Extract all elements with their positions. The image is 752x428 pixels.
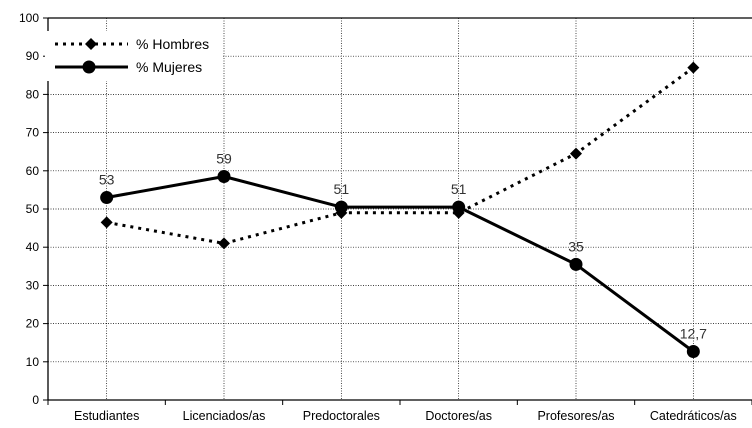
- y-tick-label: 20: [26, 317, 40, 331]
- y-tick-label: 10: [26, 355, 40, 369]
- series-1-point: [100, 191, 114, 205]
- series-0-point: [687, 61, 700, 74]
- axes: [43, 17, 752, 405]
- series-0-point: [218, 237, 230, 250]
- legend-box: [45, 31, 223, 81]
- data-labels: 53 59 51 51 35 12,7: [99, 151, 707, 342]
- legend-marker-mujeres: [82, 60, 96, 74]
- data-label: 12,7: [680, 325, 707, 341]
- x-axis-tick-labels: Estudiantes Licenciados/as Predoctorales Do…: [74, 409, 737, 423]
- legend-label-hombres: % Hombres: [136, 36, 209, 52]
- data-label: 35: [568, 238, 584, 254]
- series-line-1: [106, 175, 695, 353]
- y-tick-label: 100: [19, 11, 39, 25]
- x-tick-label: Predoctorales: [303, 409, 380, 423]
- series-1-point: [217, 170, 231, 184]
- data-label: 51: [334, 181, 350, 197]
- series: [100, 61, 700, 358]
- y-tick-label: 80: [26, 87, 40, 101]
- y-tick-label: 30: [26, 278, 40, 292]
- y-tick-label: 60: [26, 164, 40, 178]
- data-label: 53: [99, 172, 115, 188]
- legend-marker-hombres: [85, 38, 97, 50]
- legend: % Hombres % Mujeres: [45, 31, 223, 81]
- legend-label-mujeres: % Mujeres: [136, 59, 202, 75]
- x-tick-label: Doctores/as: [425, 409, 492, 423]
- y-tick-label: 70: [26, 126, 40, 140]
- data-label: 51: [451, 181, 467, 197]
- y-tick-label: 50: [26, 202, 40, 216]
- x-tick-label: Estudiantes: [74, 409, 139, 423]
- x-tick-label: Catedráticos/as: [650, 409, 737, 423]
- series-1-point: [334, 200, 348, 214]
- series-1-point: [686, 344, 700, 358]
- series-line-0: [106, 66, 695, 245]
- y-tick-label: 90: [26, 49, 40, 63]
- y-axis-tick-labels: 0 10 20 30 40 50 60 70 80 90 100: [19, 11, 39, 407]
- y-tick-label: 40: [26, 240, 40, 254]
- series-0-point: [570, 147, 582, 160]
- x-tick-label: Licenciados/as: [183, 409, 266, 423]
- series-1-point: [569, 257, 583, 271]
- series-1-point: [452, 200, 466, 214]
- series-0-point: [100, 216, 113, 229]
- data-label: 59: [216, 151, 232, 167]
- x-tick-label: Profesores/as: [537, 409, 614, 423]
- y-tick-label: 0: [32, 393, 39, 407]
